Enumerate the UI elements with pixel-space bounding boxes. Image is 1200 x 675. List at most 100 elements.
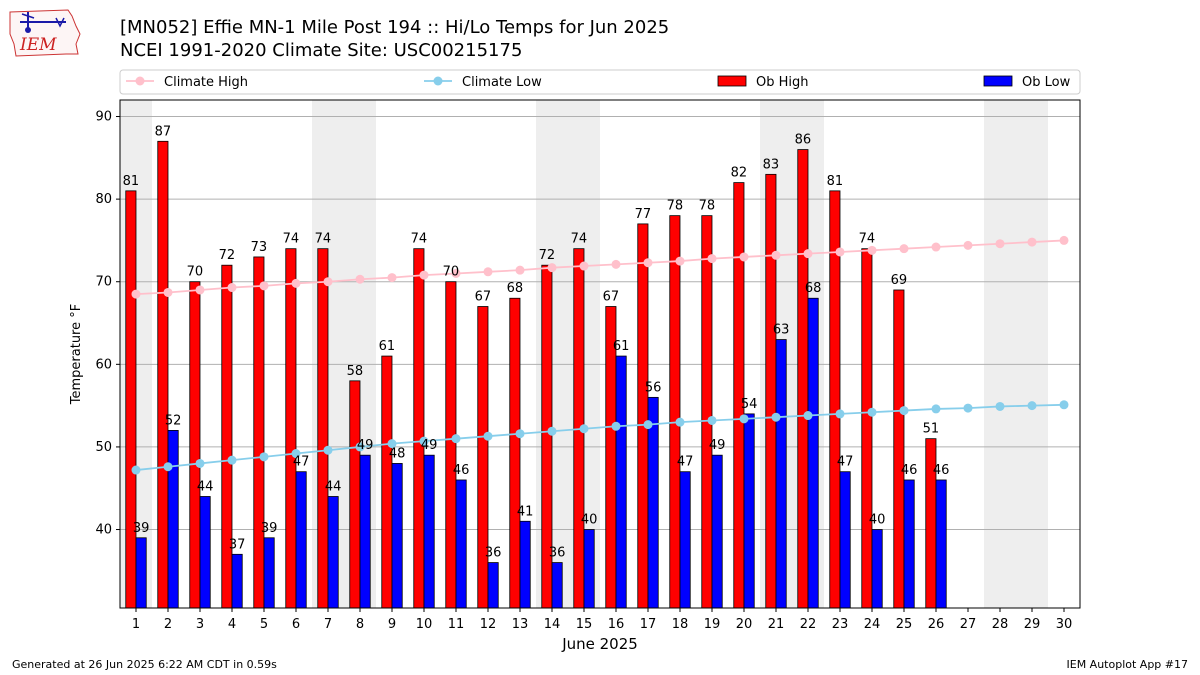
ob-high-label: 51 <box>923 422 940 437</box>
x-tick-label: 19 <box>704 617 721 632</box>
climate-low-point <box>643 420 653 430</box>
ob-low-bar <box>839 471 851 609</box>
ob-low-bar <box>679 471 691 609</box>
climate-high-point <box>739 252 749 262</box>
chart-title: [MN052] Effie MN-1 Mile Post 194 :: Hi/L… <box>120 17 670 38</box>
climate-high-point <box>707 254 717 264</box>
plot-frame <box>119 99 1081 609</box>
climate-low-point <box>963 403 973 413</box>
ob-high-label: 69 <box>891 273 908 288</box>
legend-label: Climate High <box>164 75 248 90</box>
legend-label: Ob High <box>756 75 809 90</box>
ob-high-label: 86 <box>795 133 812 148</box>
x-tick-label: 22 <box>800 617 817 632</box>
ob-low-bar <box>743 413 755 609</box>
ob-high-bar <box>413 248 425 609</box>
x-tick-label: 30 <box>1056 617 1073 632</box>
ob-high-bar <box>189 281 201 609</box>
y-tick-label: 80 <box>95 192 112 207</box>
x-tick-label: 10 <box>416 617 433 632</box>
legend-marker <box>135 76 145 86</box>
ob-high-bar <box>349 380 361 609</box>
ob-high-bar <box>445 281 457 609</box>
ob-low-label: 54 <box>741 397 758 412</box>
climate-high-point <box>579 261 589 271</box>
ob-high-label: 74 <box>283 232 300 247</box>
ob-low-bar <box>935 479 947 609</box>
ob-low-label: 46 <box>901 463 918 478</box>
climate-high-point <box>995 239 1005 249</box>
ob-high-bar <box>285 248 297 609</box>
x-tick-label: 29 <box>1024 617 1041 632</box>
ob-low-bar <box>359 454 371 609</box>
climate-low-point <box>259 452 269 462</box>
ob-low-label: 47 <box>293 455 310 470</box>
ob-high-label: 74 <box>315 232 332 247</box>
ob-low-bar <box>455 479 467 609</box>
climate-low-point <box>579 424 589 434</box>
generated-note: Generated at 26 Jun 2025 6:22 AM CDT in … <box>12 658 277 671</box>
x-tick-label: 8 <box>356 617 364 632</box>
ob-high-bar <box>253 256 265 609</box>
y-axis-label: Temperature °F <box>69 304 84 405</box>
ob-low-label: 56 <box>645 380 662 395</box>
climate-low-point <box>803 411 813 421</box>
climate-high-point <box>355 274 365 284</box>
ob-low-label: 41 <box>517 504 534 519</box>
ob-low-bar <box>903 479 915 609</box>
ob-low-bar <box>711 454 723 609</box>
ob-high-bar <box>733 182 745 609</box>
gridlines <box>120 116 1080 531</box>
x-tick-label: 12 <box>480 617 497 632</box>
climate-low-point <box>131 465 141 475</box>
ob-high-label: 72 <box>219 248 236 263</box>
climate-low-point <box>387 439 397 449</box>
ob-low-label: 63 <box>773 323 790 338</box>
ob-low-bar <box>615 355 627 609</box>
x-tick-label: 7 <box>324 617 332 632</box>
climate-high-point <box>387 273 397 283</box>
bar-labels: 81 39 87 52 70 44 72 37 73 39 74 47 74 44 58 49 61 48 74 49… <box>123 124 950 560</box>
ob-high-bar <box>861 248 873 609</box>
ob-low-label: 46 <box>933 463 950 478</box>
ob-high-bar <box>125 190 137 609</box>
ob-low-label: 39 <box>261 521 278 536</box>
ob-high-label: 82 <box>731 166 748 181</box>
climate-high-point <box>675 256 685 266</box>
climate-high-point <box>803 249 813 259</box>
x-tick-label: 27 <box>960 617 977 632</box>
legend-swatch <box>983 75 1013 87</box>
ob-low-bar <box>551 562 563 609</box>
iem-logo: IEM <box>6 4 84 60</box>
ob-high-bar <box>669 215 681 609</box>
climate-high-point <box>1027 237 1037 247</box>
ob-low-bar <box>519 520 531 609</box>
x-tick-label: 17 <box>640 617 657 632</box>
ob-low-bar <box>871 529 883 609</box>
x-tick-label: 14 <box>544 617 561 632</box>
y-tick-label: 70 <box>95 275 112 290</box>
climate-low-point <box>515 429 525 439</box>
x-tick-label: 26 <box>928 617 945 632</box>
ob-low-bar <box>487 562 499 609</box>
ob-high-label: 77 <box>635 207 652 222</box>
x-tick-label: 6 <box>292 617 300 632</box>
climate-high-point <box>195 285 205 295</box>
climate-high-point <box>643 258 653 268</box>
x-tick-label: 16 <box>608 617 625 632</box>
ob-high-bar <box>765 173 777 609</box>
ob-high-label: 67 <box>603 290 620 305</box>
ob-high-bar <box>509 297 521 609</box>
climate-low-point <box>995 401 1005 411</box>
climate-low-point <box>195 458 205 468</box>
legend-label: Climate Low <box>462 75 542 90</box>
ob-high-label: 74 <box>859 232 876 247</box>
x-tick-label: 25 <box>896 617 913 632</box>
ob-low-bar <box>167 430 179 609</box>
ob-high-bar <box>477 306 489 609</box>
y-tick-label: 40 <box>95 523 112 538</box>
climate-high-point <box>515 265 525 275</box>
ob-low-label: 44 <box>325 479 342 494</box>
climate-high-point <box>323 277 333 287</box>
